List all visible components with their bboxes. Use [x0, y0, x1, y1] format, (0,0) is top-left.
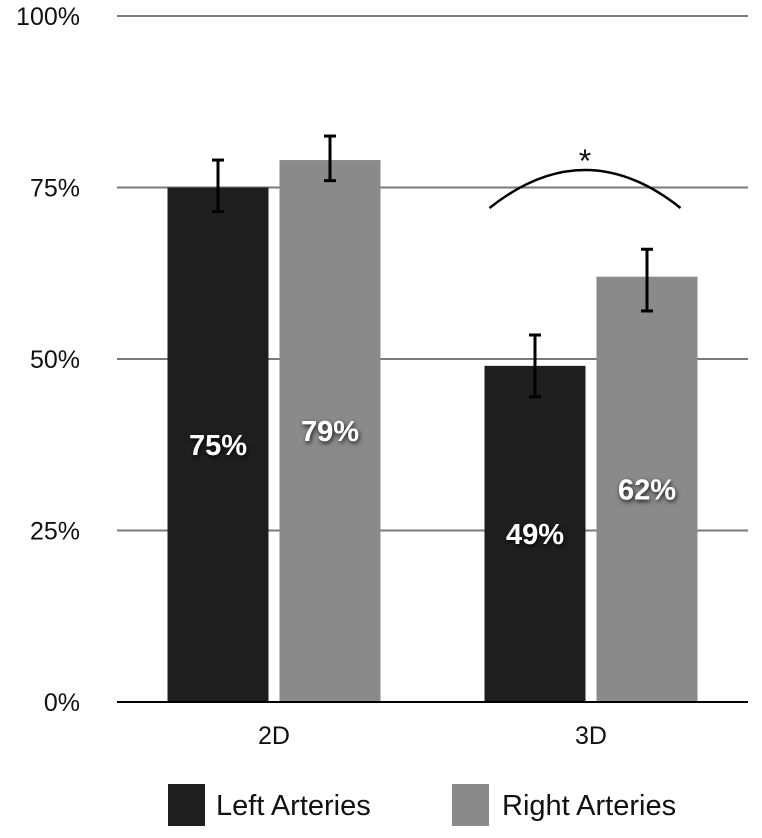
- data-label-3D-left-arteries: 49%: [506, 519, 564, 551]
- legend-label-right-arteries: Right Arteries: [502, 790, 676, 822]
- data-label-2D-right-arteries: 79%: [301, 416, 359, 448]
- y-tick-label-25: 25%: [30, 518, 80, 546]
- bar-2D-left-arteries: [167, 187, 269, 702]
- y-tick-label-75: 75%: [30, 175, 80, 203]
- legend-label-left-arteries: Left Arteries: [216, 790, 371, 822]
- legend-swatch-left-arteries: [168, 784, 205, 826]
- y-tick-label-100: 100%: [16, 3, 80, 31]
- x-category-label-3D: 3D: [575, 722, 607, 750]
- bar-2D-right-arteries: [279, 160, 381, 702]
- data-label-2D-left-arteries: 75%: [189, 430, 247, 462]
- bars: [167, 160, 698, 702]
- bar-3D-left-arteries: [484, 365, 586, 702]
- significance-marker: *: [579, 143, 591, 179]
- data-labels: 75% 79% 49% 62%: [189, 416, 676, 551]
- y-tick-label-50: 50%: [30, 346, 80, 374]
- legend: Left Arteries Right Arteries: [168, 784, 676, 826]
- bar-3D-right-arteries: [596, 276, 698, 702]
- y-tick-label-0: 0%: [44, 689, 80, 717]
- legend-swatch-right-arteries: [452, 784, 489, 826]
- y-axis-tick-labels: 0% 25% 50% 75% 100%: [16, 3, 80, 717]
- significance-annotation: *: [488, 143, 682, 209]
- x-axis: 2D 3D: [117, 701, 748, 750]
- x-category-label-2D: 2D: [258, 722, 290, 750]
- error-bars: [212, 134, 653, 399]
- significance-bracket: [488, 168, 682, 209]
- data-label-3D-right-arteries: 62%: [618, 474, 676, 506]
